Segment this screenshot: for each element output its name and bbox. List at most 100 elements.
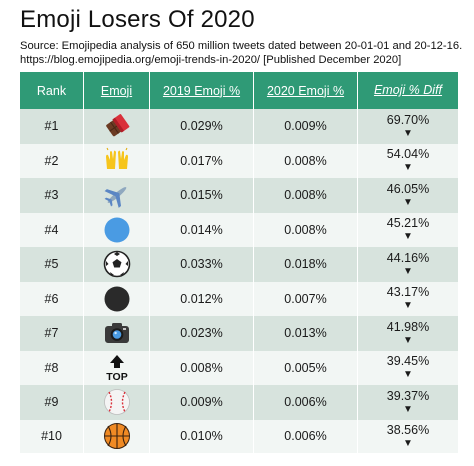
diff-cell: 46.05% ▼ [358, 178, 458, 213]
pct-2019-cell: 0.009% [150, 385, 254, 420]
table-row: #8 TOP 0.008% 0.005% 39.45% ▼ [20, 350, 458, 386]
diff-cell: 45.21% ▼ [358, 213, 458, 248]
emoji-cell [84, 419, 150, 453]
rank-cell: #1 [20, 109, 84, 144]
emoji-cell [84, 316, 150, 351]
table-row: #7 0.023% 0.013% 41.98% ▼ [20, 316, 458, 351]
diff-cell: 41.98% ▼ [358, 316, 458, 351]
down-arrow-icon: ▼ [403, 334, 413, 346]
table-row: #2 0.017% 0.008% 54.04% ▼ [20, 143, 458, 179]
rank-cell: #3 [20, 178, 84, 213]
diff-value: 38.56% [386, 422, 430, 437]
rank-cell: #2 [20, 143, 84, 178]
header-diff[interactable]: Emoji % Diff [373, 83, 443, 97]
emoji-cell [84, 247, 150, 282]
pct-2020-cell: 0.005% [254, 350, 358, 385]
source-line-2: https://blog.emojipedia.org/emoji-trends… [20, 54, 402, 66]
rank-cell: #10 [20, 419, 84, 453]
diff-value: 39.37% [386, 388, 430, 403]
diff-value: 46.05% [386, 181, 430, 196]
pct-2020-cell: 0.008% [254, 178, 358, 213]
pct-2020-cell: 0.008% [254, 212, 358, 247]
emoji-table: Rank Emoji 2019 Emoji % 2020 Emoji % Emo… [20, 72, 458, 453]
chocolate-bar-icon [103, 112, 131, 140]
emoji-cell [84, 178, 150, 213]
diff-cell: 38.56% ▼ [358, 420, 458, 453]
pct-2020-cell: 0.009% [254, 109, 358, 144]
source-note: Source: Emojipedia analysis of 650 milli… [20, 39, 465, 67]
header-emoji[interactable]: Emoji [84, 72, 150, 109]
pct-2020-cell: 0.008% [254, 143, 358, 178]
raising-hands-icon [103, 147, 131, 175]
rank-cell: #6 [20, 281, 84, 316]
diff-value: 44.16% [386, 250, 430, 265]
soccer-ball-icon [103, 250, 131, 278]
diff-cell: 39.37% ▼ [358, 385, 458, 420]
basketball-icon [103, 422, 131, 450]
emoji-cell [84, 143, 150, 178]
down-arrow-icon: ▼ [403, 196, 413, 208]
table-row: #5 0.033% 0.018% 44.16% ▼ [20, 247, 458, 282]
pct-2019-cell: 0.033% [150, 247, 254, 282]
header-2019[interactable]: 2019 Emoji % [150, 72, 254, 109]
top-arrow-icon: TOP [103, 354, 131, 382]
page-title: Emoji Losers Of 2020 [20, 6, 255, 33]
emoji-cell [84, 281, 150, 316]
diff-cell: 39.45% ▼ [358, 351, 458, 386]
pct-2019-cell: 0.014% [150, 212, 254, 247]
pct-2020-cell: 0.006% [254, 419, 358, 453]
diff-value: 43.17% [386, 285, 430, 300]
emoji-cell [84, 109, 150, 144]
airplane-icon [103, 181, 131, 209]
diff-cell: 54.04% ▼ [358, 144, 458, 179]
rank-cell: #7 [20, 316, 84, 351]
pct-2020-cell: 0.013% [254, 316, 358, 351]
rank-cell: #4 [20, 212, 84, 247]
rank-cell: #8 [20, 350, 84, 385]
table-row: #10 0.010% 0.006% 38.56% ▼ [20, 419, 458, 453]
diff-value: 54.04% [386, 147, 430, 162]
table-row: #9 0.009% 0.006% 39.37% ▼ [20, 385, 458, 420]
diff-value: 41.98% [386, 319, 430, 334]
pct-2020-cell: 0.007% [254, 281, 358, 316]
blue-circle-icon [103, 216, 131, 244]
down-arrow-icon: ▼ [403, 300, 413, 312]
pct-2019-cell: 0.015% [150, 178, 254, 213]
source-line-1: Source: Emojipedia analysis of 650 milli… [20, 40, 463, 52]
down-arrow-icon: ▼ [403, 231, 413, 243]
diff-cell: 69.70% ▼ [358, 109, 458, 144]
emoji-cell: TOP [84, 350, 150, 385]
pct-2019-cell: 0.010% [150, 419, 254, 453]
rank-cell: #5 [20, 247, 84, 282]
rank-cell: #9 [20, 385, 84, 420]
diff-cell: 44.16% ▼ [358, 247, 458, 282]
table-row: #1 0.029% 0.009% 69.70% ▼ [20, 109, 458, 144]
table-row: #4 0.014% 0.008% 45.21% ▼ [20, 212, 458, 248]
black-circle-icon [103, 285, 131, 313]
pct-2019-cell: 0.023% [150, 316, 254, 351]
down-arrow-icon: ▼ [403, 265, 413, 277]
emoji-cell [84, 385, 150, 420]
down-arrow-icon: ▼ [403, 437, 413, 449]
svg-text:TOP: TOP [106, 371, 127, 382]
table-row: #6 0.012% 0.007% 43.17% ▼ [20, 281, 458, 316]
pct-2020-cell: 0.018% [254, 247, 358, 282]
pct-2020-cell: 0.006% [254, 385, 358, 420]
emoji-cell [84, 212, 150, 247]
down-arrow-icon: ▼ [403, 403, 413, 415]
diff-value: 69.70% [386, 112, 430, 127]
down-arrow-icon: ▼ [403, 127, 413, 139]
down-arrow-icon: ▼ [403, 162, 413, 174]
diff-value: 39.45% [386, 354, 430, 369]
diff-value: 45.21% [386, 216, 430, 231]
header-rank: Rank [20, 72, 84, 109]
table-header: Rank Emoji 2019 Emoji % 2020 Emoji % Emo… [20, 72, 458, 109]
pct-2019-cell: 0.017% [150, 143, 254, 178]
pct-2019-cell: 0.012% [150, 281, 254, 316]
camera-icon [103, 319, 131, 347]
header-2020[interactable]: 2020 Emoji % [254, 72, 358, 109]
baseball-icon [103, 388, 131, 416]
table-body: #1 0.029% 0.009% 69.70% ▼ #2 0.017% 0.008% 54.04… [20, 109, 458, 453]
table-row: #3 0.015% 0.008% 46.05% ▼ [20, 178, 458, 213]
pct-2019-cell: 0.008% [150, 350, 254, 385]
